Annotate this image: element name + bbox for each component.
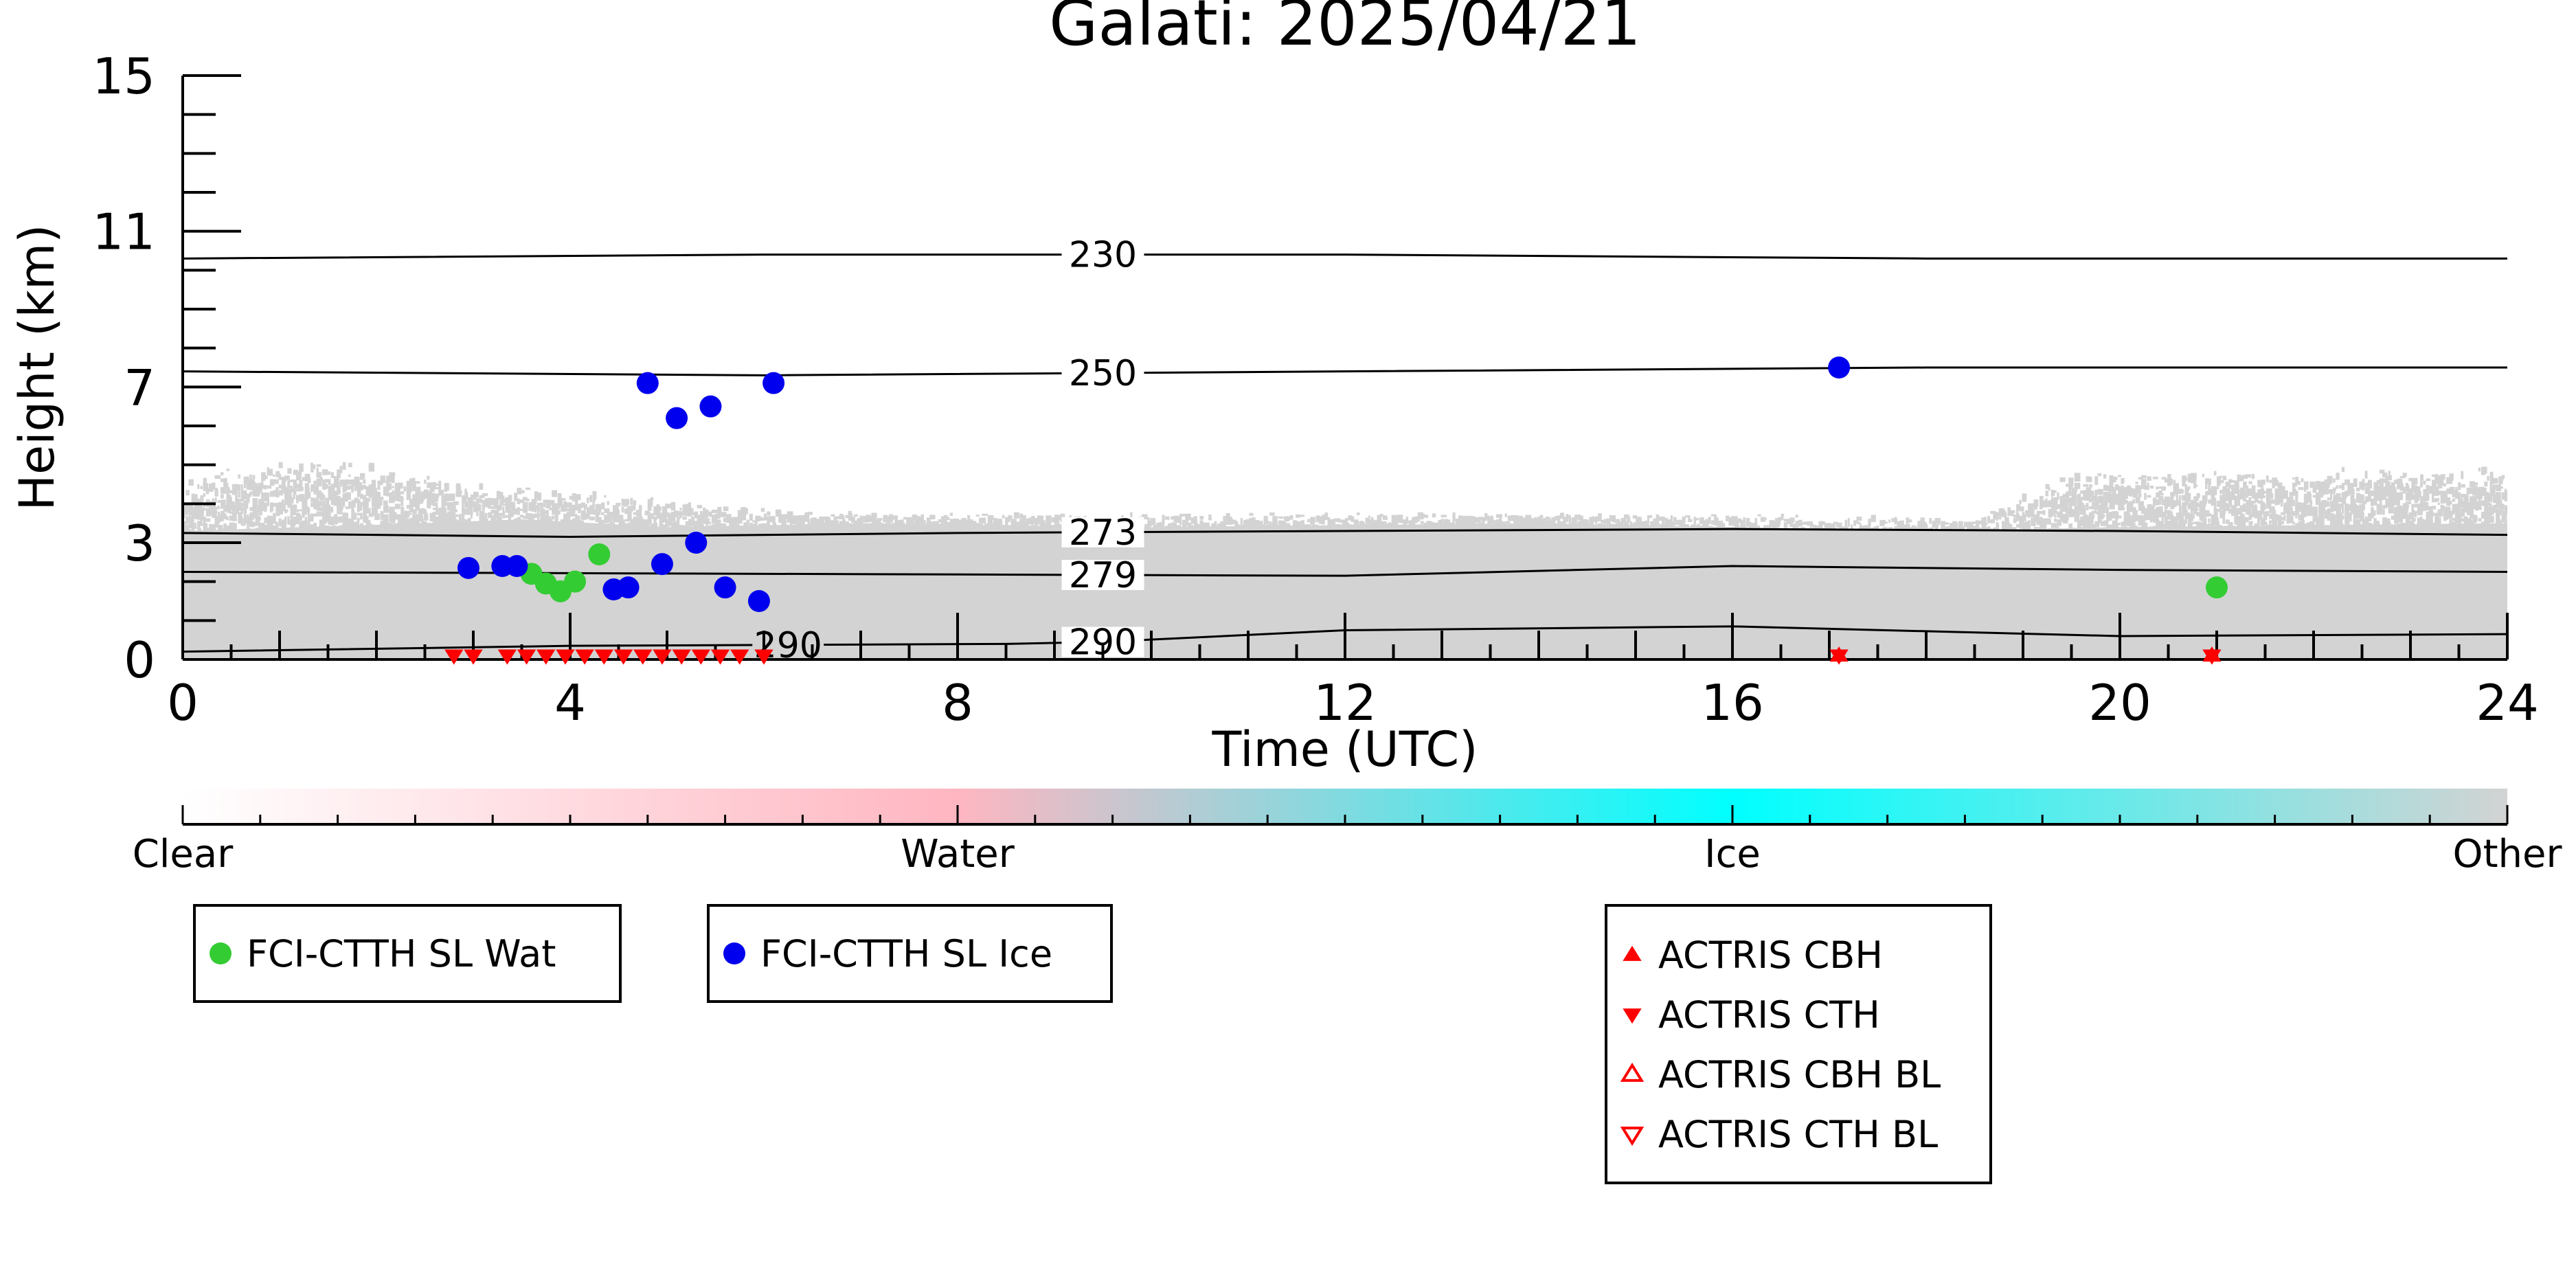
contour-label-250: 250 — [1069, 353, 1137, 394]
legend-frame-0 — [193, 904, 622, 1003]
contour-label-bg-273 — [1061, 517, 1144, 547]
point-3-6 — [575, 649, 594, 665]
legend-label-1-0: FCI-CTTH SL Ice — [760, 932, 1052, 975]
data-points — [444, 357, 2228, 665]
point-1-11 — [747, 590, 770, 612]
colorbar-label-ice: Ice — [1704, 832, 1761, 877]
point-3-15 — [754, 649, 773, 665]
x-tick-label-8: 8 — [942, 674, 973, 732]
contour-label-bg-230 — [1061, 239, 1144, 270]
y-tick-label-3: 3 — [124, 515, 155, 572]
y-tick-label-11: 11 — [92, 203, 155, 261]
y-tick-label-15: 15 — [92, 47, 155, 105]
point-3-9 — [633, 649, 653, 665]
point-1-0 — [457, 556, 479, 579]
point-3-7 — [594, 649, 613, 665]
legend-marker-2-3 — [1620, 1127, 1645, 1146]
legend-marker-1-0 — [723, 942, 745, 964]
temperature-contours — [183, 253, 2507, 653]
contour-label-273: 273 — [1069, 512, 1137, 554]
point-3-13 — [710, 649, 730, 665]
point-0-3 — [564, 570, 587, 593]
cloud-mask-lower — [183, 519, 2507, 659]
x-tick-label-0: 0 — [167, 674, 199, 732]
point-3-17 — [2202, 649, 2222, 665]
contour-273 — [183, 528, 2507, 539]
y-tick-label-0: 0 — [124, 631, 155, 689]
colorbar: Clear Water Ice Other — [133, 789, 2562, 877]
legend-marker-0-0 — [210, 942, 231, 964]
contour-250 — [183, 366, 2507, 376]
point-1-9 — [699, 395, 722, 418]
point-3-0 — [444, 649, 464, 665]
colorbar-label-clear: Clear — [133, 832, 234, 877]
point-3-5 — [556, 649, 575, 665]
contour-290 — [183, 625, 2507, 653]
point-3-10 — [653, 649, 672, 665]
legend-marker-2-2 — [1620, 1062, 1645, 1082]
y-axis-label: Height (km) — [9, 225, 65, 511]
x-axis-label: Time (UTC) — [1212, 721, 1478, 778]
x-tick-label-4: 4 — [554, 674, 586, 732]
legend-marker-2-0 — [1623, 945, 1642, 961]
point-3-4 — [536, 649, 556, 665]
point-1-13 — [1828, 357, 1851, 379]
point-3-16 — [1829, 649, 1849, 665]
legend-label-2-1: ACTRIS CTH — [1658, 993, 1880, 1037]
colorbar-label-water: Water — [901, 832, 1015, 877]
point-1-8 — [685, 532, 708, 554]
legend-frame-2 — [1605, 904, 1992, 1184]
point-3-8 — [613, 649, 633, 665]
point-1-6 — [651, 553, 673, 576]
point-1-4 — [617, 576, 640, 599]
contour-label-230: 230 — [1069, 235, 1137, 276]
colorbar-label-other: Other — [2452, 832, 2562, 877]
point-3-11 — [672, 649, 691, 665]
legend-2: ACTRIS CBH ACTRIS CTH ACTRIS CBH BL ACTRIS … — [1605, 904, 1992, 1184]
contour-label-bg-279 — [1061, 559, 1144, 590]
legend-0: FCI-CTTH SL Wat — [193, 904, 622, 1003]
contour-230 — [183, 253, 2507, 260]
legend-label-2-0: ACTRIS CBH — [1658, 934, 1883, 977]
point-3-1 — [464, 649, 483, 665]
x-tick-label-12: 12 — [1313, 674, 1377, 732]
point-0-5 — [2206, 576, 2228, 599]
point-1-10 — [714, 576, 736, 599]
series-1 — [457, 357, 1851, 612]
y-tick-label-7: 7 — [124, 359, 155, 416]
point-1-7 — [666, 407, 688, 429]
legend-label-2-2: ACTRIS CBH BL — [1658, 1053, 1941, 1096]
legend-frame-1 — [707, 904, 1113, 1003]
legend-label-0-0: FCI-CTTH SL Wat — [247, 932, 556, 975]
cloud-mask-speckle — [183, 462, 2507, 539]
point-3-3 — [517, 649, 536, 665]
point-3-2 — [497, 649, 517, 665]
x-tick-label-16: 16 — [1701, 674, 1764, 732]
point-0-4 — [588, 543, 611, 565]
point-1-5 — [636, 372, 659, 394]
point-1-2 — [506, 555, 528, 577]
legends: FCI-CTTH SL Wat FCI-CTTH SL Ice ACTRIS CBH… — [193, 904, 1992, 1184]
axes: 0 3 7 11 15 0 4 8 12 16 20 24 — [92, 47, 2538, 732]
contour-label-bg-250 — [1061, 358, 1144, 389]
point-1-12 — [762, 372, 785, 394]
legend-marker-2-1 — [1623, 1008, 1642, 1024]
legend-1: FCI-CTTH SL Ice — [707, 904, 1113, 1003]
cloud-mask — [183, 462, 2507, 659]
x-tick-label-24: 24 — [2476, 674, 2539, 732]
point-3-12 — [691, 649, 710, 665]
legend-label-2-3: ACTRIS CTH BL — [1658, 1113, 1938, 1156]
point-3-14 — [730, 649, 749, 665]
contour-label-279: 279 — [1069, 555, 1137, 596]
chart-title: Galati: 2025/04/21 — [1049, 0, 1641, 60]
series-3 — [444, 649, 2222, 665]
x-tick-label-20: 20 — [2088, 674, 2151, 732]
